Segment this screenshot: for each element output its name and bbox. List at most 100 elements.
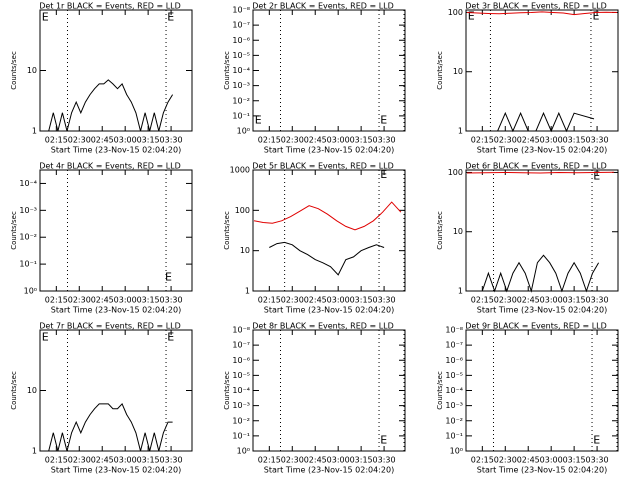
y-axis-label: Counts/sec	[436, 51, 444, 90]
y-tick-label: 1	[245, 287, 250, 296]
x-tick-label: 02:30	[281, 456, 304, 465]
y-tick-label: 10⁻²	[445, 416, 463, 425]
x-tick-label: 02:45	[91, 136, 114, 145]
plot-frame	[39, 169, 193, 292]
series-line	[481, 254, 600, 293]
annotation: E	[167, 11, 174, 24]
x-axis-label: Start Time (23-Nov-15 02:04:20)	[264, 146, 394, 155]
annotation: E	[165, 271, 172, 284]
annotation: E	[592, 10, 599, 23]
y-tick-label: 10⁻³	[232, 81, 250, 90]
y-tick-label: 10⁻¹	[232, 111, 250, 120]
x-tick-label: 02:15	[45, 136, 68, 145]
annotation: E	[593, 170, 600, 183]
x-tick-label: 03:15	[137, 296, 160, 305]
series-line	[253, 201, 402, 231]
y-tick-label: 10⁰	[450, 447, 463, 456]
y-tick-label: 10	[27, 66, 37, 75]
y-tick-label: 10⁻⁸	[232, 6, 250, 15]
y-tick-label: 1	[458, 127, 463, 136]
plot-frame	[252, 169, 406, 292]
x-tick-label: 03:00	[540, 456, 563, 465]
y-tick-label: 10⁰	[24, 287, 37, 296]
annotation: E	[167, 331, 174, 344]
y-axis-label: Counts/sec	[436, 371, 444, 410]
x-axis-label: Start Time (23-Nov-15 02:04:20)	[264, 466, 394, 475]
y-tick-label: 10⁻⁴	[232, 66, 250, 75]
annotation: E	[593, 433, 600, 446]
annotation: E	[42, 331, 49, 344]
y-tick-label: 10	[453, 67, 463, 76]
x-tick-label: 03:00	[327, 456, 350, 465]
x-tick-label: 02:30	[68, 296, 91, 305]
x-tick-label: 02:15	[471, 296, 494, 305]
y-tick-label: 10⁻³	[232, 401, 250, 410]
panel-title: Det 9r BLACK = Events, RED = LLD	[465, 322, 607, 331]
annotation: E	[468, 10, 475, 23]
x-tick-label: 02:45	[517, 296, 540, 305]
x-tick-label: 03:30	[586, 456, 609, 465]
x-tick-label: 02:45	[91, 296, 114, 305]
y-tick-label: 10⁻²	[232, 96, 250, 105]
annotation: E	[380, 113, 387, 126]
x-tick-label: 03:30	[160, 136, 183, 145]
plot-frame	[465, 169, 619, 292]
series-line	[48, 79, 174, 132]
y-tick-label: 10	[27, 386, 37, 395]
panel-title: Det 2r BLACK = Events, RED = LLD	[252, 2, 394, 11]
x-tick-label: 02:30	[494, 136, 517, 145]
x-tick-label: 03:00	[540, 136, 563, 145]
x-axis-label: Start Time (23-Nov-15 02:04:20)	[51, 306, 181, 315]
x-tick-label: 03:30	[160, 296, 183, 305]
panel-title: Det 1r BLACK = Events, RED = LLD	[39, 2, 181, 11]
x-tick-label: 03:30	[586, 136, 609, 145]
annotation: E	[255, 113, 262, 126]
x-tick-label: 02:45	[304, 136, 327, 145]
x-tick-label: 03:30	[586, 296, 609, 305]
x-tick-label: 03:15	[350, 296, 373, 305]
panel-title: Det 6r BLACK = Events, RED = LLD	[465, 162, 607, 171]
x-tick-label: 02:30	[281, 136, 304, 145]
panel-title: Det 8r BLACK = Events, RED = LLD	[252, 322, 394, 331]
y-tick-label: 10⁻¹	[19, 260, 37, 269]
y-axis-label: Counts/sec	[223, 51, 231, 90]
x-tick-label: 03:30	[373, 296, 396, 305]
panel-title: Det 3r BLACK = Events, RED = LLD	[465, 2, 607, 11]
y-tick-label: 10⁻¹	[445, 431, 463, 440]
x-tick-label: 03:00	[114, 136, 137, 145]
y-tick-label: 1	[32, 447, 37, 456]
series-line	[497, 111, 595, 133]
x-tick-label: 03:15	[563, 296, 586, 305]
y-tick-label: 10	[453, 227, 463, 236]
x-tick-label: 03:00	[540, 296, 563, 305]
x-tick-label: 02:15	[471, 136, 494, 145]
y-tick-label: 10⁰	[237, 447, 250, 456]
series-line	[466, 11, 618, 16]
y-tick-label: 10⁻⁶	[445, 356, 463, 365]
x-tick-label: 02:45	[304, 456, 327, 465]
x-axis-label: Start Time (23-Nov-15 02:04:20)	[477, 146, 607, 155]
x-tick-label: 03:00	[114, 456, 137, 465]
y-tick-label: 1	[32, 127, 37, 136]
panel-title: Det 5r BLACK = Events, RED = LLD	[252, 162, 394, 171]
y-tick-label: 100	[235, 206, 250, 215]
x-tick-label: 02:15	[258, 456, 281, 465]
x-tick-label: 02:30	[281, 296, 304, 305]
y-tick-label: 100	[448, 8, 463, 17]
series-line	[48, 403, 173, 452]
x-tick-label: 02:30	[494, 456, 517, 465]
y-tick-label: 1000	[230, 166, 250, 175]
x-tick-label: 03:15	[350, 456, 373, 465]
x-axis-label: Start Time (23-Nov-15 02:04:20)	[477, 306, 607, 315]
y-tick-label: 10⁻⁶	[232, 36, 250, 45]
x-tick-label: 03:15	[563, 456, 586, 465]
y-tick-label: 10⁻⁶	[232, 356, 250, 365]
y-tick-label: 10⁻⁸	[232, 326, 250, 335]
y-tick-label: 10⁻⁴	[232, 386, 250, 395]
annotation: E	[42, 11, 49, 24]
x-tick-label: 03:15	[137, 456, 160, 465]
x-tick-label: 02:15	[45, 296, 68, 305]
y-tick-label: 10⁻⁴	[445, 386, 463, 395]
x-axis-label: Start Time (23-Nov-15 02:04:20)	[264, 306, 394, 315]
x-tick-label: 02:45	[517, 456, 540, 465]
